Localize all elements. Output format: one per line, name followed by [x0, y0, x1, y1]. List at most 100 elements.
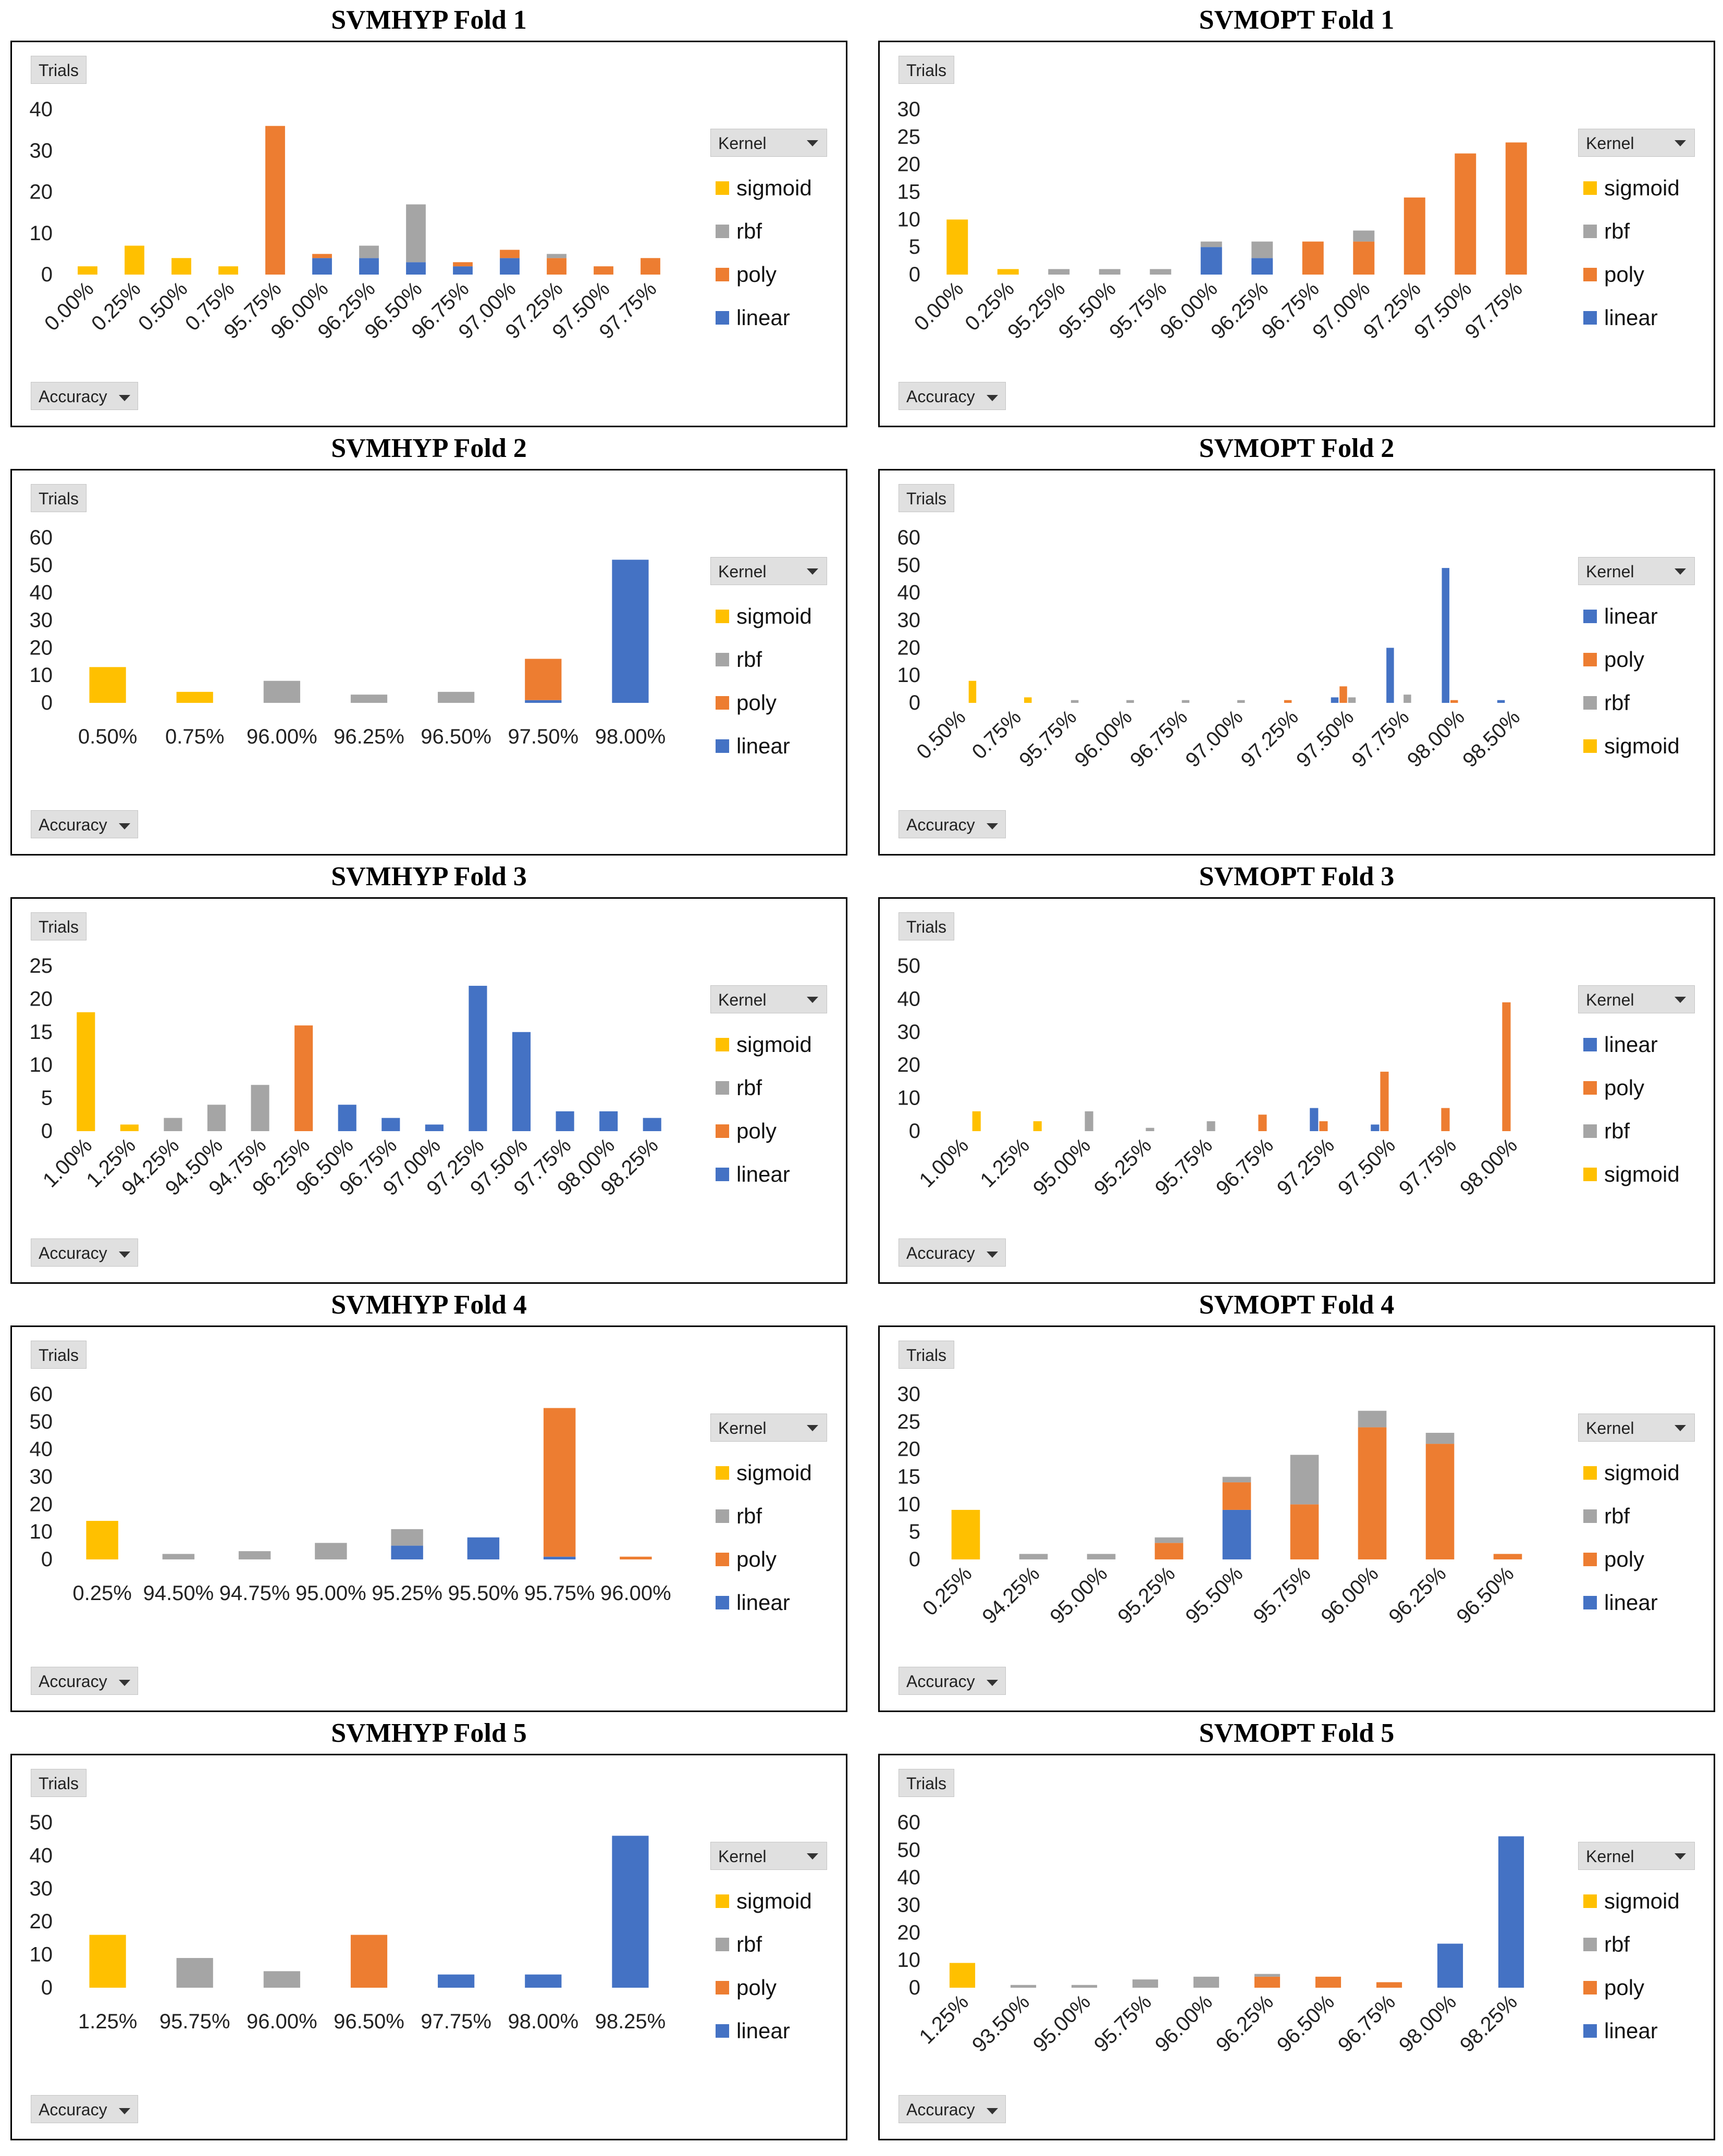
legend-item: poly	[1578, 1966, 1680, 2009]
legend-swatch	[1583, 652, 1597, 666]
accuracy-field-button[interactable]: Accuracy	[899, 810, 1006, 838]
y-tick-label: 30	[897, 1021, 921, 1044]
bar-rbf	[1126, 700, 1134, 703]
bar-poly	[453, 262, 473, 267]
legend-label: rbf	[736, 1931, 762, 1956]
bar-poly	[312, 254, 332, 258]
x-tick-label: 93.50%	[968, 1990, 1034, 2056]
chart-title: SVMOPT Fold 4	[1199, 1290, 1395, 1320]
kernel-label: Kernel	[718, 562, 767, 581]
legend-label: poly	[1604, 1975, 1645, 2000]
legend-item: poly	[1578, 638, 1680, 681]
trials-field-button[interactable]: Trials	[31, 56, 87, 84]
y-tick-label: 20	[897, 153, 921, 176]
kernel-filter-button[interactable]: Kernel	[710, 985, 827, 1013]
kernel-filter-button[interactable]: Kernel	[1578, 129, 1695, 157]
chart-svg: 0 10 20 30 40 50 60 0.50%0.75%95.75%96.00%96.75…	[897, 526, 1525, 772]
legend-swatch	[1583, 1595, 1597, 1609]
trials-field-button[interactable]: Trials	[31, 1769, 87, 1797]
y-tick-label: 50	[897, 554, 921, 577]
legend-swatch	[1583, 1466, 1597, 1480]
legend-label: sigmoid	[1604, 175, 1680, 200]
kernel-filter-button[interactable]: Kernel	[1578, 1414, 1695, 1442]
accuracy-field-button[interactable]: Accuracy	[899, 1667, 1006, 1695]
legend-swatch	[716, 1124, 729, 1138]
trials-label: Trials	[906, 1774, 947, 1793]
trials-field-button[interactable]: Trials	[31, 912, 87, 940]
accuracy-field-button[interactable]: Accuracy	[899, 382, 1006, 410]
bar-linear	[1497, 700, 1505, 703]
x-tick-label: 97.25%	[1273, 1134, 1339, 1200]
chevron-down-icon	[118, 1679, 130, 1686]
bar-poly	[1290, 1504, 1319, 1559]
legend-swatch	[716, 311, 729, 325]
x-tick-label: 97.00%	[1181, 705, 1247, 772]
bar-poly	[1441, 1108, 1450, 1131]
chart-frame: Trials Accuracy Kernel sigmoid rbf poly linear…	[878, 1754, 1715, 2140]
trials-field-button[interactable]: Trials	[899, 1341, 955, 1369]
accuracy-label: Accuracy	[906, 2100, 975, 2119]
kernel-filter-button[interactable]: Kernel	[710, 129, 827, 157]
legend-label: rbf	[1604, 1503, 1630, 1528]
trials-field-button[interactable]: Trials	[899, 56, 955, 84]
x-tick-label: 98.00%	[595, 725, 666, 748]
accuracy-field-button[interactable]: Accuracy	[31, 810, 138, 838]
y-tick-label: 40	[30, 98, 53, 121]
legend-item: poly	[710, 1538, 812, 1581]
trials-field-button[interactable]: Trials	[31, 1341, 87, 1369]
y-axis: 0 5 10 15 20 25 30	[897, 98, 921, 286]
bar-linear	[543, 1556, 576, 1559]
chart-frame: Trials Accuracy Kernel sigmoid rbf poly linear…	[10, 1325, 847, 1712]
legend-label: poly	[1604, 1075, 1645, 1100]
accuracy-field-button[interactable]: Accuracy	[31, 2095, 138, 2123]
x-tick-label: 97.25%	[1359, 277, 1425, 343]
bar-linear	[391, 1545, 423, 1559]
trials-field-button[interactable]: Trials	[31, 484, 87, 512]
x-tick-label: 96.00%	[1316, 1562, 1383, 1628]
kernel-filter-button[interactable]: Kernel	[710, 1842, 827, 1870]
y-tick-label: 10	[30, 1054, 53, 1076]
kernel-label: Kernel	[718, 990, 767, 1009]
legend-swatch	[716, 739, 729, 753]
bar-sigmoid	[89, 1935, 126, 1988]
y-axis: 0 10 20 30 40 50	[897, 955, 921, 1143]
chart-legend: sigmoid rbf poly linear	[710, 594, 812, 767]
y-tick-label: 10	[897, 1493, 921, 1516]
kernel-label: Kernel	[718, 134, 767, 153]
legend-swatch	[1583, 181, 1597, 195]
kernel-filter-button[interactable]: Kernel	[710, 557, 827, 585]
x-axis: 0.00%0.25%0.50%0.75%95.75%96.00%96.25%96…	[40, 277, 661, 343]
legend-item: sigmoid	[1578, 1451, 1680, 1494]
accuracy-field-button[interactable]: Accuracy	[899, 2095, 1006, 2123]
y-axis: 0 10 20 30 40 50 60	[897, 526, 921, 714]
chevron-down-icon	[986, 2108, 998, 2114]
accuracy-field-button[interactable]: Accuracy	[31, 382, 138, 410]
accuracy-field-button[interactable]: Accuracy	[899, 1238, 1006, 1267]
x-tick-label: 94.50%	[143, 1582, 214, 1605]
y-tick-label: 10	[897, 664, 921, 687]
trials-field-button[interactable]: Trials	[899, 1769, 955, 1797]
legend-label: poly	[736, 262, 777, 287]
bar-poly	[594, 266, 613, 275]
accuracy-field-button[interactable]: Accuracy	[31, 1238, 138, 1267]
accuracy-field-button[interactable]: Accuracy	[31, 1667, 138, 1695]
kernel-filter-button[interactable]: Kernel	[1578, 1842, 1695, 1870]
legend-swatch	[1583, 224, 1597, 238]
kernel-filter-button[interactable]: Kernel	[1578, 985, 1695, 1013]
chevron-down-icon	[807, 997, 818, 1003]
bars	[77, 986, 661, 1131]
kernel-filter-button[interactable]: Kernel	[710, 1414, 827, 1442]
kernel-filter-button[interactable]: Kernel	[1578, 557, 1695, 585]
chevron-down-icon	[1675, 140, 1686, 146]
chart-panel: SVMOPT Fold 5 Trials Accuracy Kernel sigmoid…	[878, 1713, 1715, 2140]
legend-swatch	[716, 1552, 729, 1566]
bar-rbf	[1290, 1455, 1319, 1505]
bar-linear	[1386, 648, 1394, 703]
x-tick-label: 96.00%	[1156, 277, 1222, 343]
y-tick-label: 40	[897, 1866, 921, 1889]
trials-label: Trials	[906, 61, 947, 80]
bar-sigmoid	[89, 667, 126, 703]
trials-field-button[interactable]: Trials	[899, 484, 955, 512]
trials-label: Trials	[906, 489, 947, 508]
trials-field-button[interactable]: Trials	[899, 912, 955, 940]
